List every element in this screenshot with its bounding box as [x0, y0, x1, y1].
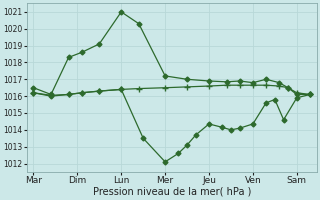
X-axis label: Pression niveau de la mer( hPa ): Pression niveau de la mer( hPa )	[92, 187, 251, 197]
